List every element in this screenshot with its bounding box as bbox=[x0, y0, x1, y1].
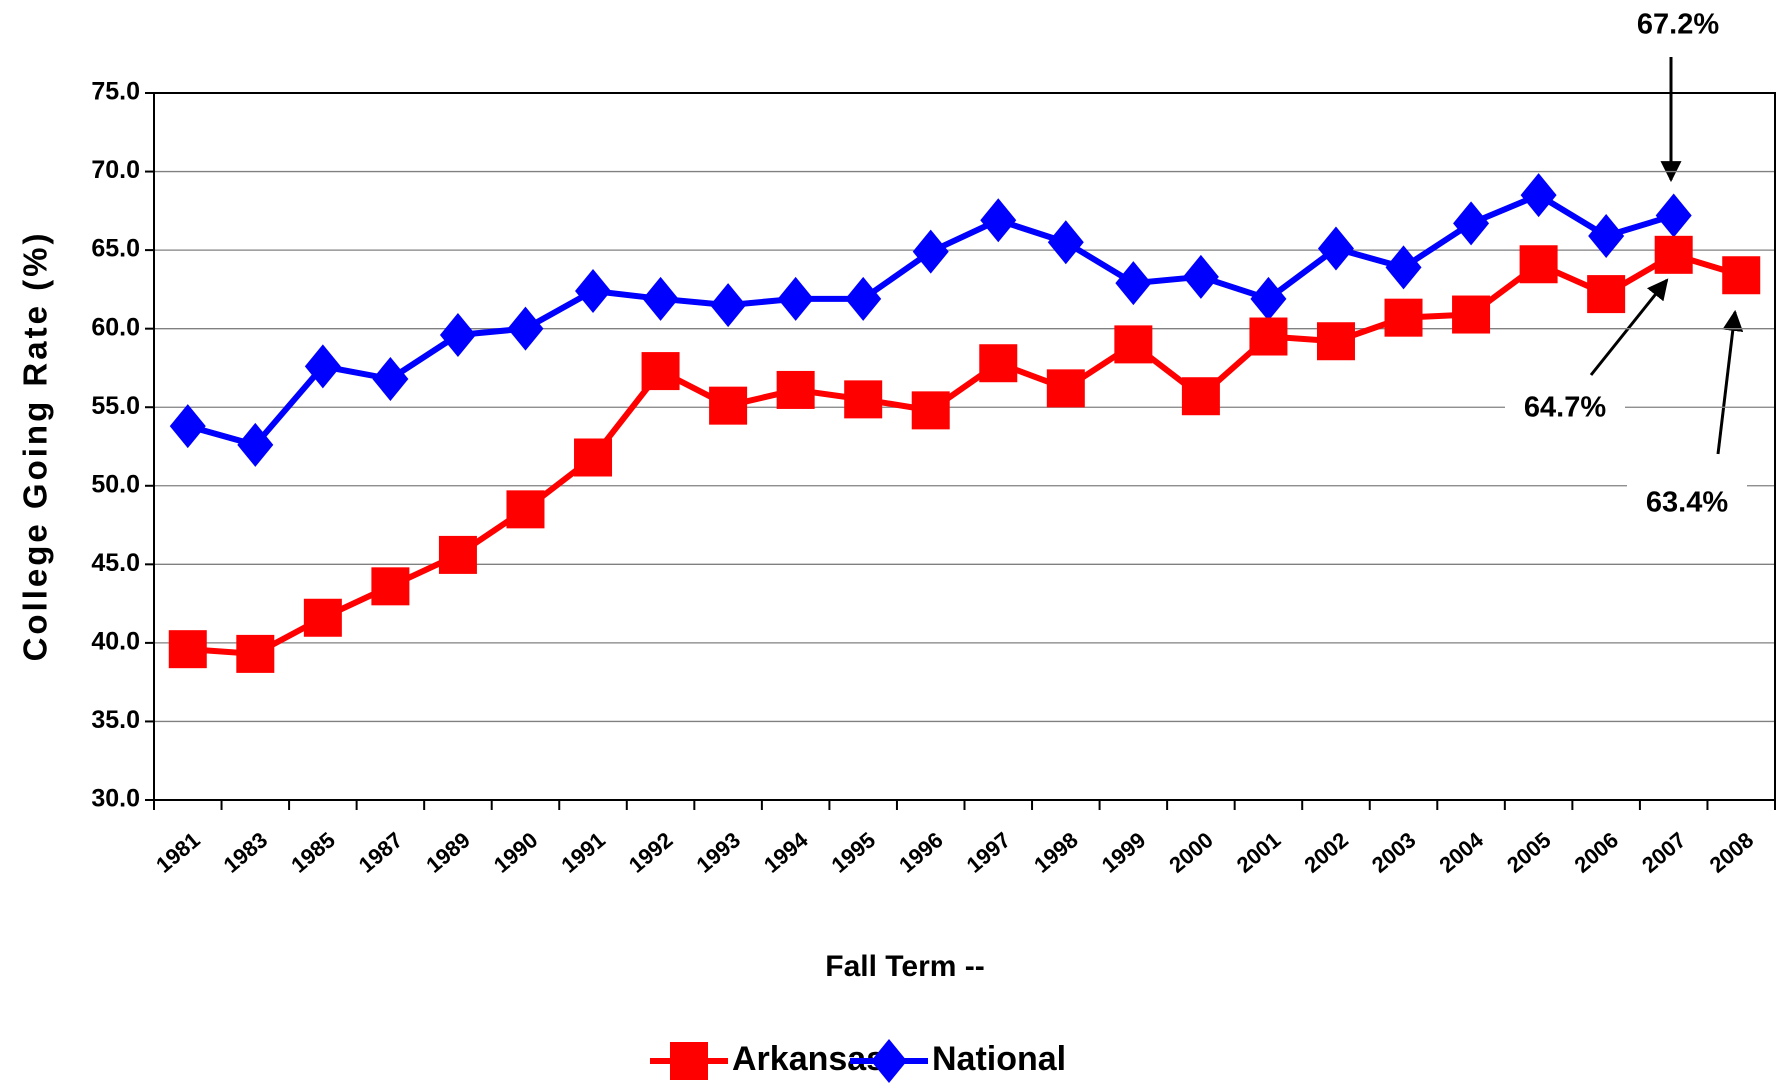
y-tick-label: 30.0 bbox=[91, 785, 140, 813]
marker bbox=[1114, 325, 1153, 364]
annotation-bg bbox=[1505, 389, 1625, 429]
marker bbox=[980, 198, 1017, 243]
x-tick-label: 1989 bbox=[421, 827, 475, 878]
marker bbox=[303, 598, 342, 637]
marker bbox=[1587, 275, 1626, 314]
marker bbox=[237, 422, 274, 467]
x-tick-label: 1992 bbox=[624, 827, 678, 878]
x-tick-label: 1996 bbox=[894, 827, 948, 878]
y-tick-label: 75.0 bbox=[91, 78, 140, 106]
marker bbox=[912, 229, 949, 274]
marker bbox=[439, 312, 476, 357]
x-tick-label: 1998 bbox=[1029, 827, 1083, 878]
x-tick-label: 2005 bbox=[1502, 827, 1556, 878]
x-tick-label: 2000 bbox=[1164, 827, 1218, 878]
marker bbox=[507, 306, 544, 351]
x-tick-label: 1987 bbox=[354, 827, 408, 878]
series bbox=[168, 235, 1761, 673]
marker bbox=[372, 356, 409, 401]
x-tick-label: 1983 bbox=[219, 827, 273, 878]
x-tick-label: 2008 bbox=[1705, 827, 1759, 878]
marker bbox=[1385, 245, 1422, 290]
annotation: 63.4% bbox=[1646, 487, 1728, 519]
marker bbox=[1316, 322, 1355, 361]
legend-label: National bbox=[932, 1040, 1066, 1078]
marker bbox=[1722, 256, 1761, 295]
y-tick-label: 40.0 bbox=[91, 627, 140, 655]
y-tick-label: 70.0 bbox=[91, 156, 140, 184]
marker bbox=[709, 386, 748, 425]
marker bbox=[1047, 220, 1084, 265]
annotation-bg bbox=[1618, 6, 1738, 46]
marker bbox=[1654, 235, 1693, 274]
marker bbox=[506, 490, 545, 529]
y-tick-label: 35.0 bbox=[91, 706, 140, 734]
marker bbox=[1182, 254, 1219, 299]
marker bbox=[1655, 193, 1692, 238]
annotation: 67.2% bbox=[1637, 9, 1719, 41]
marker bbox=[438, 535, 477, 574]
x-tick-label: 1997 bbox=[962, 827, 1016, 878]
annotations bbox=[1589, 57, 1744, 455]
marker bbox=[642, 276, 679, 321]
marker bbox=[1452, 295, 1491, 334]
marker bbox=[1519, 245, 1558, 284]
marker bbox=[1249, 317, 1288, 356]
marker bbox=[911, 391, 950, 430]
annotation: 64.7% bbox=[1524, 392, 1606, 424]
marker bbox=[777, 276, 814, 321]
marker bbox=[1115, 261, 1152, 306]
marker bbox=[641, 352, 680, 391]
marker bbox=[1181, 377, 1220, 416]
x-tick-label: 1995 bbox=[827, 827, 881, 878]
y-tick-label: 60.0 bbox=[91, 313, 140, 341]
x-tick-label: 2006 bbox=[1570, 827, 1624, 878]
x-tick-label: 2001 bbox=[1232, 827, 1286, 878]
marker bbox=[304, 344, 341, 389]
marker bbox=[1588, 213, 1625, 258]
x-tick-label: 1993 bbox=[691, 827, 745, 878]
y-tick-label: 55.0 bbox=[91, 392, 140, 420]
marker bbox=[168, 630, 207, 669]
marker bbox=[371, 567, 410, 606]
marker bbox=[1384, 298, 1423, 337]
y-tick-label: 50.0 bbox=[91, 470, 140, 498]
marker bbox=[871, 1039, 907, 1083]
x-tick-label: 2007 bbox=[1637, 827, 1691, 878]
x-axis-label: Fall Term -- bbox=[825, 950, 984, 983]
marker bbox=[1250, 276, 1287, 321]
x-tick-label: 2002 bbox=[1299, 827, 1353, 878]
marker bbox=[1520, 173, 1557, 218]
marker bbox=[236, 634, 275, 673]
y-tick-label: 45.0 bbox=[91, 549, 140, 577]
arrow bbox=[1589, 278, 1669, 376]
x-tick-label: 2004 bbox=[1434, 827, 1488, 878]
annotation-bg bbox=[1627, 484, 1747, 524]
x-tick-label: 1985 bbox=[286, 827, 340, 878]
marker bbox=[776, 370, 815, 409]
marker bbox=[1453, 201, 1490, 246]
marker bbox=[574, 438, 613, 477]
series-line bbox=[187, 251, 1743, 657]
marker bbox=[575, 268, 612, 313]
y-axis-label: College Going Rate (%) bbox=[17, 231, 54, 662]
marker bbox=[979, 344, 1018, 383]
marker bbox=[169, 404, 206, 449]
marker bbox=[844, 380, 883, 419]
x-tick-label: 1991 bbox=[556, 827, 610, 878]
arrow bbox=[1716, 309, 1744, 455]
x-tick-label: 1990 bbox=[489, 827, 543, 878]
marker bbox=[670, 1042, 708, 1080]
marker bbox=[710, 283, 747, 328]
x-tick-label: 2003 bbox=[1367, 827, 1421, 878]
marker bbox=[845, 276, 882, 321]
marker bbox=[1046, 369, 1085, 408]
x-tick-label: 1994 bbox=[759, 827, 813, 878]
y-tick-label: 65.0 bbox=[91, 235, 140, 263]
marker bbox=[1317, 226, 1354, 271]
x-tick-label: 1981 bbox=[151, 827, 205, 878]
x-tick-label: 1999 bbox=[1097, 827, 1151, 878]
series bbox=[169, 173, 1692, 467]
